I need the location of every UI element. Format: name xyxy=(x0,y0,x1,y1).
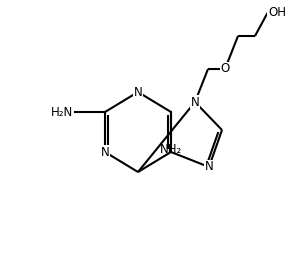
Text: NH₂: NH₂ xyxy=(160,143,182,156)
Text: N: N xyxy=(101,145,109,158)
Text: OH: OH xyxy=(268,6,286,18)
Text: N: N xyxy=(134,86,142,98)
Text: N: N xyxy=(191,96,199,109)
Text: H₂N: H₂N xyxy=(51,106,73,119)
Text: N: N xyxy=(205,161,213,173)
Text: O: O xyxy=(221,63,230,76)
